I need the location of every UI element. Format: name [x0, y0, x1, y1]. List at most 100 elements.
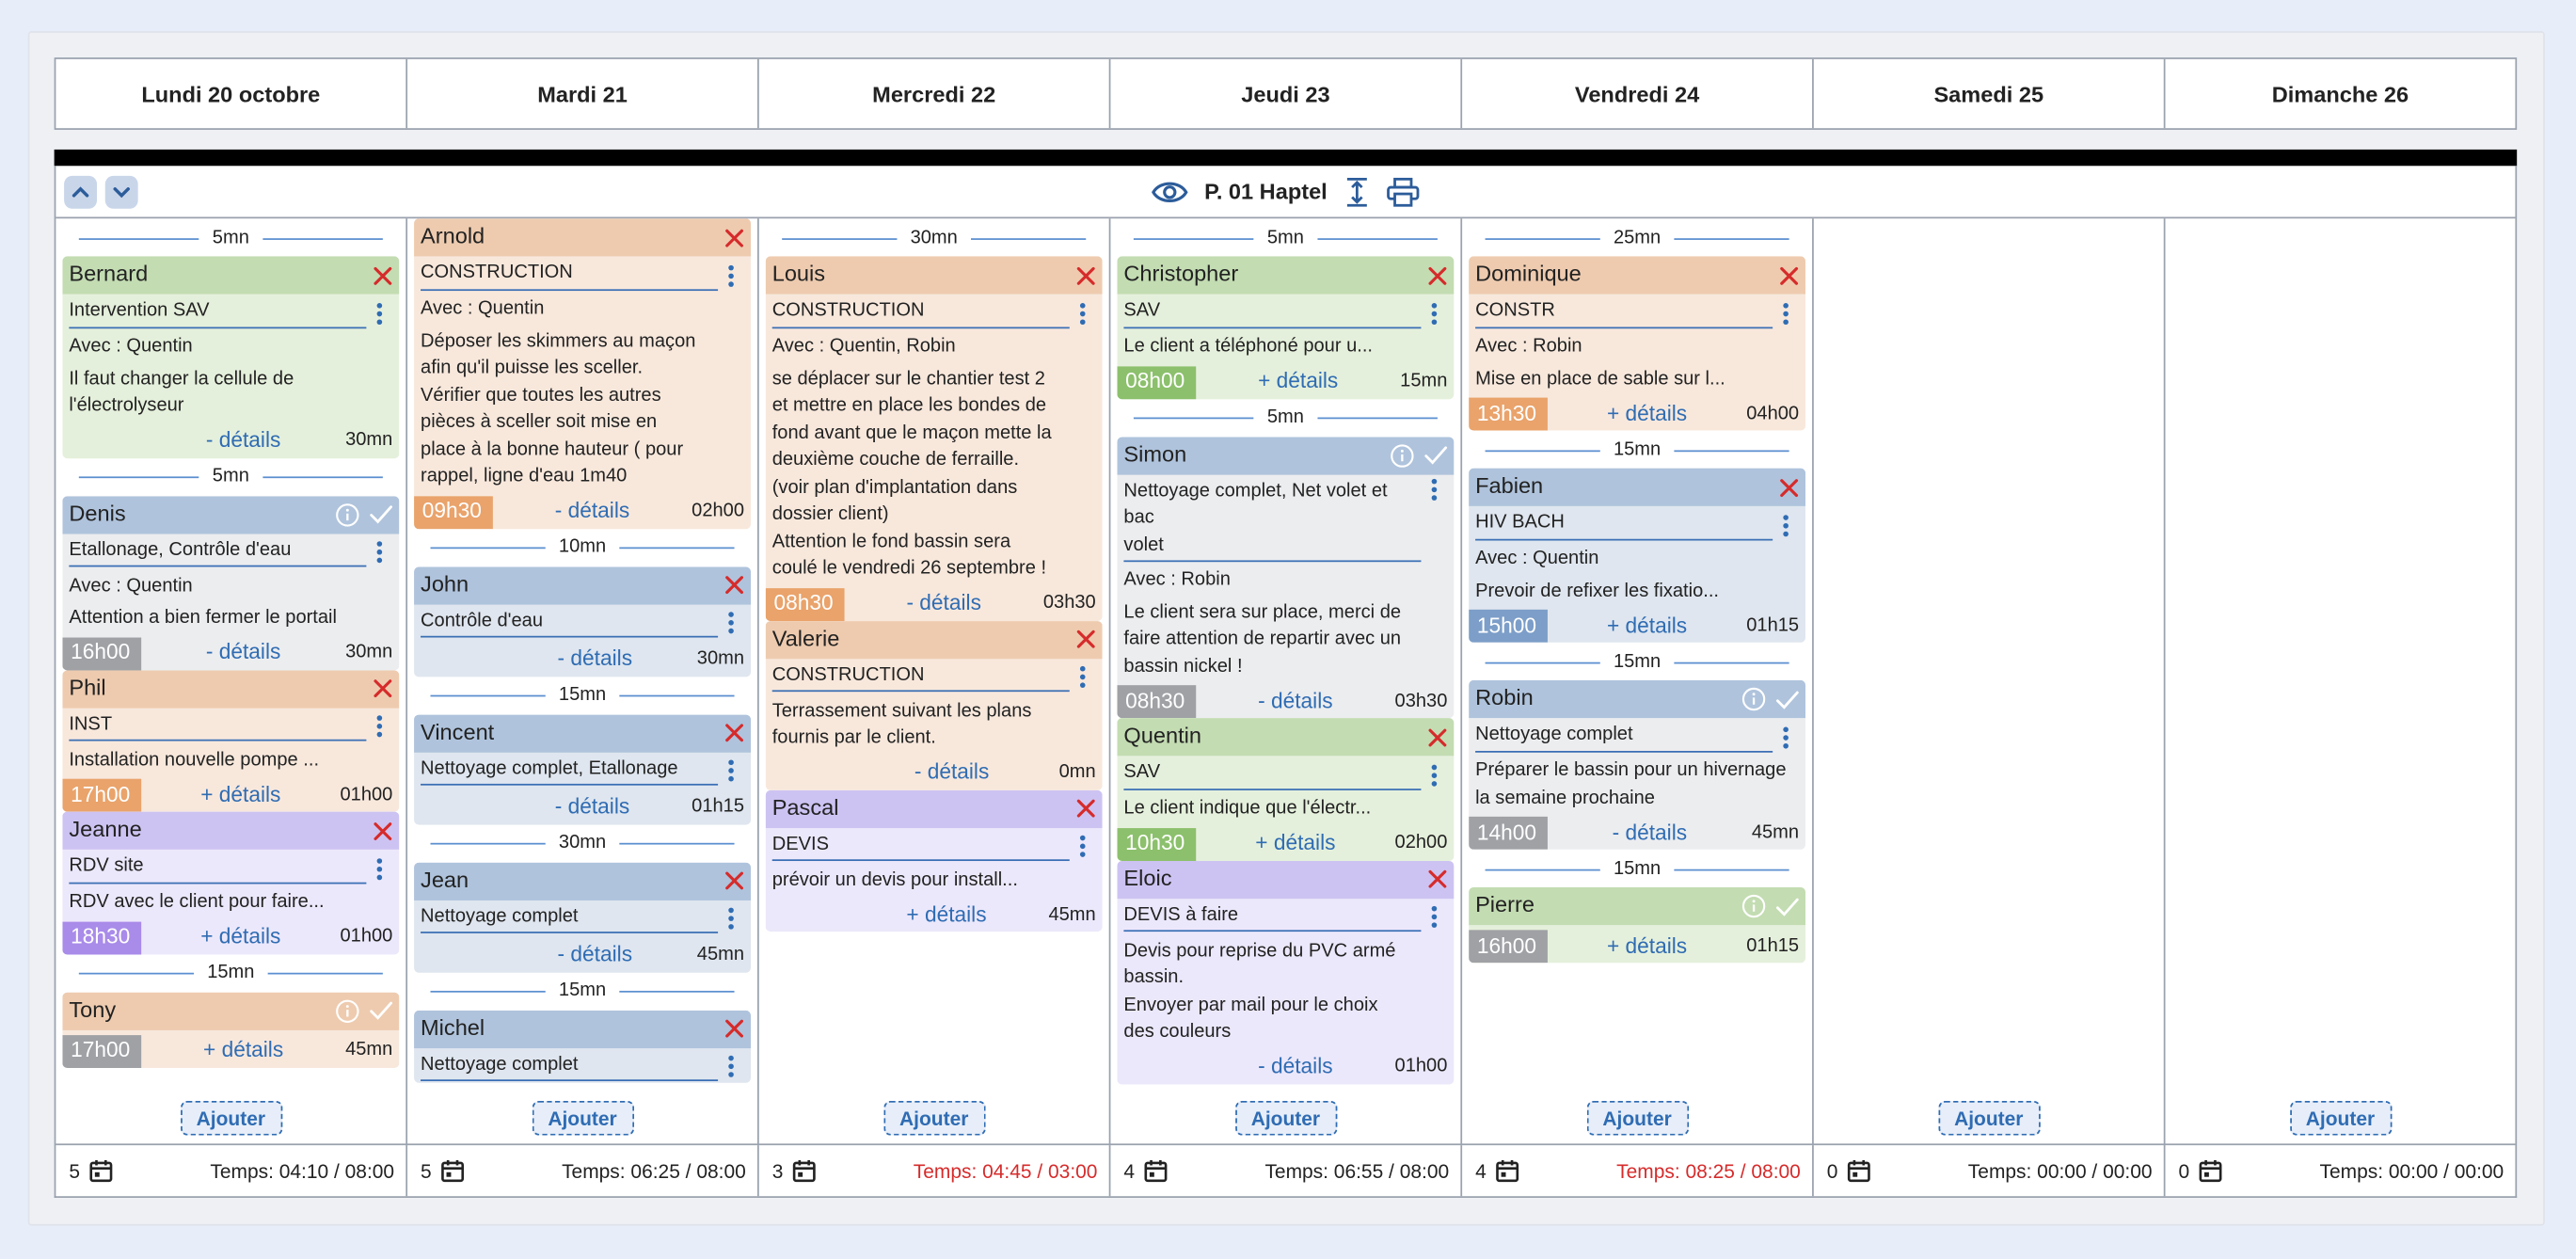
- details-link[interactable]: + détails: [1606, 612, 1688, 638]
- eye-icon[interactable]: [1152, 178, 1188, 204]
- print-icon[interactable]: [1386, 177, 1420, 206]
- calendar-icon[interactable]: [2198, 1158, 2222, 1183]
- event-card[interactable]: Simon Nettoyage complet, Net volet et bac…: [1117, 436, 1455, 719]
- event-card[interactable]: Bernard Intervention SAV Avec : Quentin Il …: [62, 256, 400, 458]
- details-link[interactable]: - détails: [906, 590, 981, 615]
- event-header[interactable]: Eloic: [1117, 860, 1455, 899]
- add-button[interactable]: Ajouter: [180, 1100, 282, 1136]
- close-icon[interactable]: [373, 678, 392, 698]
- close-icon[interactable]: [1779, 477, 1799, 497]
- info-icon[interactable]: [335, 502, 359, 526]
- more-vertical-icon[interactable]: [718, 759, 744, 782]
- close-icon[interactable]: [724, 723, 744, 742]
- more-vertical-icon[interactable]: [366, 715, 392, 738]
- more-vertical-icon[interactable]: [1070, 835, 1096, 857]
- event-card[interactable]: Michel Nettoyage complet: [414, 1010, 752, 1082]
- more-vertical-icon[interactable]: [718, 612, 744, 634]
- close-icon[interactable]: [1076, 799, 1096, 819]
- close-icon[interactable]: [724, 575, 744, 595]
- more-vertical-icon[interactable]: [366, 540, 392, 564]
- details-link[interactable]: + détails: [1606, 400, 1688, 425]
- event-header[interactable]: John: [414, 566, 752, 604]
- event-header[interactable]: Jeanne: [62, 811, 400, 850]
- event-header[interactable]: Simon: [1117, 436, 1455, 474]
- more-vertical-icon[interactable]: [1773, 514, 1799, 536]
- chevron-up-icon[interactable]: [64, 175, 98, 209]
- event-header[interactable]: Denis: [62, 495, 400, 534]
- calendar-icon[interactable]: [1846, 1158, 1870, 1183]
- event-header[interactable]: Fabien: [1469, 468, 1806, 506]
- event-card[interactable]: Dominique CONSTR Avec : Robin Mise en place…: [1469, 256, 1806, 431]
- calendar-icon[interactable]: [88, 1158, 113, 1183]
- more-vertical-icon[interactable]: [1070, 301, 1096, 325]
- details-link[interactable]: - détails: [914, 759, 990, 785]
- event-card[interactable]: Christopher SAV Le client a téléphoné pour…: [1117, 256, 1455, 399]
- info-icon[interactable]: [1741, 894, 1766, 918]
- event-card[interactable]: Denis Etallonage, Contrôle d'eau Avec : Qu…: [62, 495, 400, 670]
- details-link[interactable]: + détails: [1255, 830, 1336, 855]
- event-header[interactable]: Robin: [1469, 679, 1806, 719]
- event-card[interactable]: John Contrôle d'eau - détails 30mn: [414, 566, 752, 677]
- more-vertical-icon[interactable]: [1773, 725, 1799, 748]
- add-button[interactable]: Ajouter: [2289, 1100, 2392, 1136]
- more-vertical-icon[interactable]: [1070, 665, 1096, 688]
- details-link[interactable]: - détails: [554, 793, 630, 820]
- calendar-icon[interactable]: [1143, 1158, 1168, 1183]
- event-header[interactable]: Vincent: [414, 713, 752, 752]
- close-icon[interactable]: [1076, 265, 1096, 285]
- event-header[interactable]: Valerie: [765, 620, 1103, 659]
- calendar-icon[interactable]: [439, 1158, 464, 1183]
- close-icon[interactable]: [724, 228, 744, 247]
- info-icon[interactable]: [1741, 687, 1766, 711]
- details-link[interactable]: - détails: [205, 639, 281, 664]
- event-card[interactable]: Pierre 16h00 + détails 01h15: [1469, 886, 1806, 964]
- more-vertical-icon[interactable]: [718, 907, 744, 930]
- event-card[interactable]: Eloic DEVIS à faire Devis pour reprise du …: [1117, 860, 1455, 1084]
- calendar-icon[interactable]: [791, 1158, 816, 1183]
- details-link[interactable]: - détails: [205, 427, 281, 453]
- event-card[interactable]: Valerie CONSTRUCTION Terrassement suivant …: [765, 620, 1103, 790]
- add-button[interactable]: Ajouter: [1585, 1100, 1689, 1136]
- details-link[interactable]: + détails: [1606, 932, 1688, 958]
- event-header[interactable]: Tony: [62, 991, 400, 1029]
- more-vertical-icon[interactable]: [1773, 301, 1799, 325]
- event-header[interactable]: Michel: [414, 1010, 752, 1048]
- event-header[interactable]: Bernard: [62, 256, 400, 295]
- event-card[interactable]: Pascal DEVIS prévoir un devis pour install…: [765, 789, 1103, 932]
- close-icon[interactable]: [1427, 265, 1447, 285]
- chevron-down-icon[interactable]: [104, 175, 138, 209]
- close-icon[interactable]: [724, 1019, 744, 1039]
- details-link[interactable]: + détails: [200, 923, 281, 948]
- event-header[interactable]: Jean: [414, 861, 752, 900]
- close-icon[interactable]: [1427, 869, 1447, 889]
- event-header[interactable]: Louis: [765, 256, 1103, 295]
- event-card[interactable]: Tony 17h00 + détails 45mn: [62, 991, 400, 1068]
- details-link[interactable]: - détails: [1612, 819, 1688, 845]
- more-vertical-icon[interactable]: [1421, 301, 1447, 325]
- details-link[interactable]: - détails: [1258, 1053, 1333, 1078]
- details-link[interactable]: + détails: [203, 1037, 284, 1062]
- close-icon[interactable]: [1076, 630, 1096, 649]
- event-header[interactable]: Arnold: [414, 218, 752, 257]
- more-vertical-icon[interactable]: [366, 857, 392, 880]
- details-link[interactable]: + détails: [1258, 368, 1339, 393]
- event-card[interactable]: Fabien HIV BACH Avec : Quentin Prevoir de r…: [1469, 468, 1806, 643]
- event-card[interactable]: Quentin SAV Le client indique que l'électr…: [1117, 718, 1455, 861]
- close-icon[interactable]: [373, 265, 392, 285]
- event-header[interactable]: Quentin: [1117, 718, 1455, 757]
- event-header[interactable]: Phil: [62, 669, 400, 708]
- calendar-icon[interactable]: [1494, 1158, 1519, 1183]
- event-card[interactable]: Phil INST Installation nouvelle pompe ... 1…: [62, 669, 400, 812]
- more-vertical-icon[interactable]: [718, 263, 744, 287]
- details-link[interactable]: + détails: [906, 901, 987, 927]
- more-vertical-icon[interactable]: [366, 301, 392, 325]
- info-icon[interactable]: [1390, 443, 1414, 468]
- details-link[interactable]: - détails: [557, 645, 633, 671]
- expand-vertical-icon[interactable]: [1344, 175, 1370, 208]
- event-card[interactable]: Arnold CONSTRUCTION Avec : Quentin Déposer …: [414, 218, 752, 529]
- info-icon[interactable]: [335, 998, 359, 1023]
- event-card[interactable]: Jeanne RDV site RDV avec le client pour fa…: [62, 811, 400, 954]
- event-header[interactable]: Pascal: [765, 789, 1103, 828]
- event-header[interactable]: Dominique: [1469, 256, 1806, 295]
- more-vertical-icon[interactable]: [1421, 763, 1447, 786]
